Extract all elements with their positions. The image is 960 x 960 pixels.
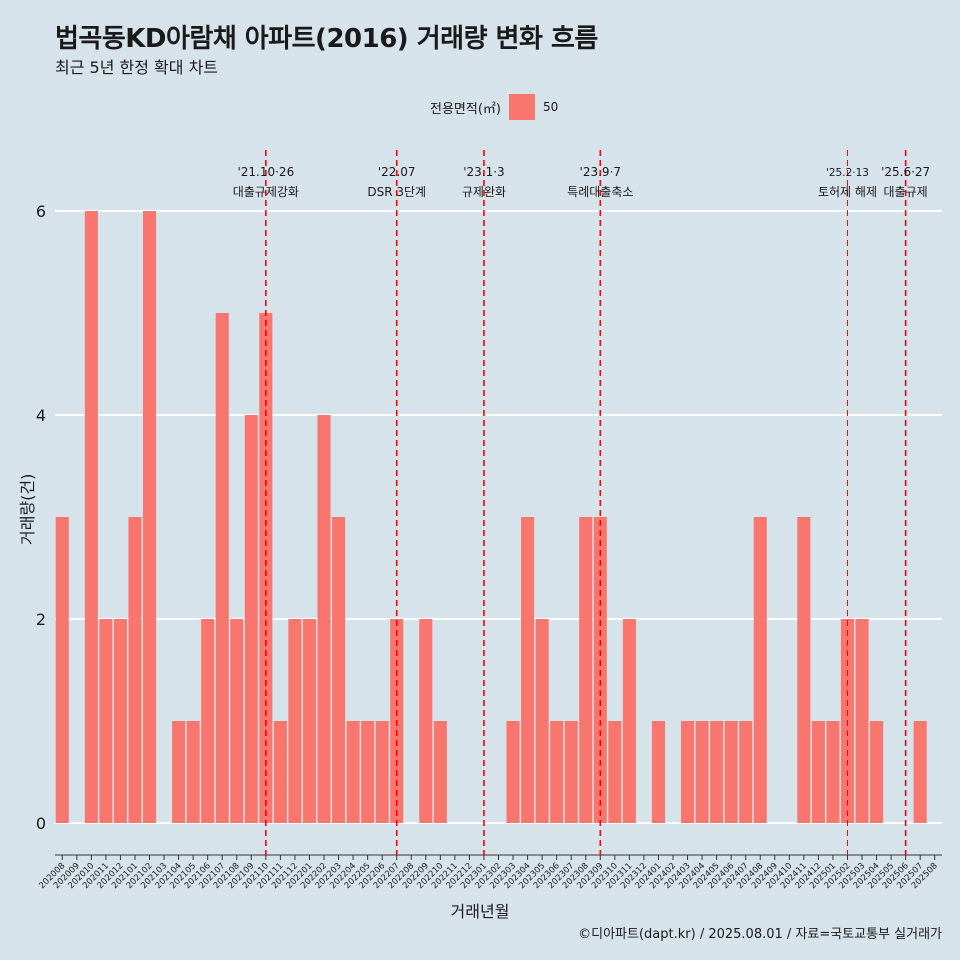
- bar: [375, 721, 389, 823]
- bar: [172, 721, 186, 823]
- bar: [695, 721, 709, 823]
- event-date-label: '21.10·26: [237, 165, 294, 179]
- y-tick-label: 6: [36, 202, 46, 221]
- bar: [84, 211, 98, 823]
- y-tick-label: 4: [36, 406, 46, 425]
- event-date-label: '23.9·7: [580, 165, 621, 179]
- bar: [550, 721, 564, 823]
- event-date-label: '22.07: [378, 165, 416, 179]
- source-caption: ©디아파트(dapt.kr) / 2025.08.01 / 자료=국토교통부 실…: [578, 927, 942, 942]
- bar: [710, 721, 724, 823]
- bar: [753, 517, 767, 823]
- bar: [230, 619, 244, 823]
- legend-title: 전용면적(㎡): [430, 101, 501, 117]
- bar: [201, 619, 215, 823]
- x-axis-label: 거래년월: [450, 902, 510, 921]
- y-axis-label: 거래량(건): [18, 473, 37, 545]
- legend-swatch: [508, 94, 535, 120]
- bar: [739, 721, 753, 823]
- y-tick-label: 2: [36, 610, 46, 629]
- bar: [506, 721, 520, 823]
- bar: [579, 517, 593, 823]
- event-date-label: '25.6·27: [881, 165, 930, 179]
- event-name-label: 규제완화: [462, 185, 506, 199]
- bar: [244, 415, 258, 823]
- bar: [535, 619, 549, 823]
- bar: [142, 211, 157, 823]
- event-date-label: '25.2·13: [826, 167, 869, 179]
- bar: [288, 619, 302, 823]
- event-name-label: DSR 3단계: [367, 185, 426, 199]
- bar: [361, 721, 375, 823]
- bar: [913, 721, 927, 823]
- bar: [680, 721, 695, 823]
- bar: [302, 619, 317, 823]
- event-name-label: 토허제 해제: [818, 185, 877, 199]
- bar: [826, 721, 840, 823]
- bar: [332, 517, 346, 823]
- bar: [346, 721, 360, 823]
- legend: 전용면적(㎡) 50: [430, 94, 558, 120]
- bar: [811, 721, 825, 823]
- bar: [521, 517, 535, 823]
- bar: [273, 721, 287, 823]
- bar: [724, 721, 738, 823]
- bar: [128, 517, 142, 823]
- legend-item-label: 50: [542, 100, 559, 114]
- bar: [797, 517, 811, 823]
- bar: [55, 517, 69, 823]
- event-date-label: '23.1·3: [463, 165, 504, 179]
- y-tick-label: 0: [36, 814, 46, 833]
- bar: [433, 721, 447, 823]
- bar: [113, 619, 127, 823]
- bar: [419, 619, 433, 823]
- bar: [651, 721, 665, 823]
- event-name-label: 대출규제: [884, 185, 928, 199]
- bar: [317, 415, 331, 823]
- bar: [186, 721, 200, 823]
- event-name-label: 대출규제강화: [233, 185, 299, 199]
- bar: [99, 619, 113, 823]
- bar: [855, 619, 869, 823]
- bar: [259, 313, 273, 823]
- bar: [215, 313, 229, 823]
- event-name-label: 특례대출축소: [567, 185, 633, 199]
- bar: [608, 721, 622, 823]
- bar: [622, 619, 636, 823]
- bar: [870, 721, 884, 823]
- chart-subtitle: 최근 5년 한정 확대 차트: [55, 58, 219, 77]
- chart-title: 법곡동KD아람채 아파트(2016) 거래량 변화 흐름: [55, 24, 598, 54]
- bar: [564, 721, 578, 823]
